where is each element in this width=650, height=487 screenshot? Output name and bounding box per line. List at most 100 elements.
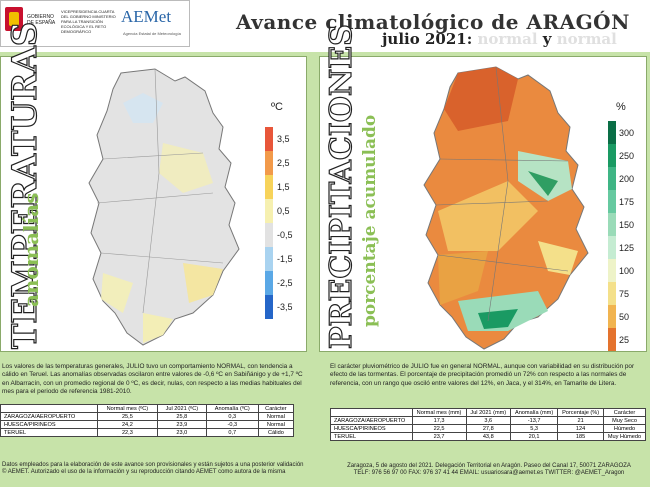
subtitle-temp-character: normal — [477, 30, 538, 48]
precipitation-table-cell: 23,7 — [411, 432, 467, 441]
temperature-legend-swatch — [265, 175, 273, 199]
precipitation-table-cell: -13,7 — [510, 416, 559, 425]
subtitle-month: julio 2021: — [382, 30, 478, 48]
footer-left: Datos empleados para la elaboración de e… — [2, 462, 314, 476]
aemet-logo: AEMet — [121, 7, 172, 26]
footer-disclaimer: Datos empleados para la elaboración de e… — [2, 462, 304, 468]
footer-right: Zaragoza, 5 de agosto del 2021. Delegaci… — [330, 463, 648, 477]
precipitation-legend-swatch — [608, 259, 616, 282]
temperature-anomaly-map — [88, 68, 240, 346]
precipitation-legend-label: 125 — [619, 242, 635, 253]
title-prefix: Avance climatológico de — [236, 10, 527, 34]
precipitation-table-cell: Muy Húmedo — [603, 432, 646, 441]
precipitation-legend-unit: % — [616, 101, 626, 113]
precipitation-table-row: HUESCA/PIRINEOS 22,5 27,8 5,3 124 Húmedo — [330, 424, 646, 433]
precipitation-table-row: ZARAGOZA/AEROPUERTO 17,3 3,6 -13,7 21 Muy Sec… — [330, 416, 646, 425]
footer-address: Zaragoza, 5 de agosto del 2021. Delegaci… — [347, 463, 631, 469]
precipitation-table-cell: 17,3 — [411, 416, 467, 425]
precipitation-table-cell: 185 — [557, 432, 604, 441]
precipitation-table-cell: Húmedo — [603, 424, 646, 433]
temperature-table-cell: 23,0 — [156, 428, 207, 437]
temperature-legend-swatch — [265, 199, 273, 223]
precipitation-legend-label: 150 — [619, 219, 635, 230]
spain-shield-icon — [5, 7, 23, 31]
precipitation-table-header-cell — [330, 408, 413, 417]
precipitation-table-cell: 5,3 — [510, 424, 559, 433]
precipitation-table-cell: 43,8 — [465, 432, 512, 441]
precipitation-table-row: TERUEL 23,7 43,8 20,1 185 Muy Húmedo — [330, 432, 646, 441]
page-subtitle: julio 2021: normal y normal — [382, 30, 617, 48]
precipitation-legend-label: 100 — [619, 265, 635, 276]
temperature-legend-swatch — [265, 223, 273, 247]
temperature-table-cell: 25,5 — [96, 412, 158, 421]
precipitation-table-cell: 124 — [557, 424, 604, 433]
temperature-table-cell: Normal — [257, 412, 295, 421]
precipitation-percentage-map — [423, 66, 589, 350]
precipitation-legend-label: 300 — [619, 127, 635, 138]
logo-bar: GOBIERNO DE ESPAÑA VICEPRESIDENCIA CUART… — [0, 0, 190, 47]
temperature-table: Normal mes (ºC) Jul 2021 (ºC) Anomalía (ºC… — [0, 404, 295, 437]
government-label: GOBIERNO DE ESPAÑA — [27, 14, 56, 26]
precipitation-table-header-cell: Carácter — [603, 408, 646, 417]
temperature-legend-label: 3,5 — [277, 134, 290, 144]
temperature-table-cell: 23,9 — [156, 420, 207, 429]
temperature-legend-label: 0,5 — [277, 206, 290, 216]
temperature-table-cell: 24,2 — [96, 420, 158, 429]
temperature-table-row: HUESCA/PIRINEOS 24,2 23,9 -0,3 Normal — [0, 420, 295, 429]
temperature-table-row: TERUEL 22,3 23,0 0,7 Cálido — [0, 428, 295, 437]
temperature-table-cell: 0,3 — [205, 412, 259, 421]
temperature-table-cell: TERUEL — [0, 428, 98, 437]
precipitation-legend-swatch — [608, 236, 616, 259]
precipitation-legend-swatch — [608, 121, 616, 144]
precipitation-legend-swatch — [608, 167, 616, 190]
temperature-table-cell: 22,3 — [96, 428, 158, 437]
precipitation-legend-swatch — [608, 282, 616, 305]
precipitation-legend-label: 25 — [619, 334, 630, 345]
title-region: ARAGÓN — [526, 10, 630, 34]
precipitation-table-header-cell: Anomalía (mm) — [510, 408, 559, 417]
temperature-legend-label: 1,5 — [277, 182, 290, 192]
temperature-legend-swatch — [265, 247, 273, 271]
precipitation-panel: PRECIPITACIONES porcentaje acumulado % 3… — [319, 24, 647, 352]
temperature-table-cell: ZARAGOZA/AEROPUERTO — [0, 412, 98, 421]
precipitation-legend-swatch — [608, 144, 616, 167]
header: GOBIERNO DE ESPAÑA VICEPRESIDENCIA CUART… — [0, 0, 650, 52]
precipitation-legend-swatch — [608, 190, 616, 213]
precipitation-legend-label: 250 — [619, 150, 635, 161]
temperature-summary-text: Los valores de las temperaturas generale… — [2, 363, 303, 396]
precipitation-vertical-subtitle: porcentaje acumulado — [360, 114, 380, 327]
temperature-table-header-cell: Normal mes (ºC) — [96, 404, 158, 413]
subtitle-precip-character: normal — [556, 30, 617, 48]
precipitation-vertical-title: PRECIPITACIONES — [323, 24, 359, 350]
footer-contact: TELF: 976 56 97 00 FAX: 976 37 41 44 EMA… — [353, 470, 625, 476]
temperature-legend-swatch — [265, 151, 273, 175]
temperature-table-header-cell — [0, 404, 98, 413]
temperature-legend-swatch — [265, 127, 273, 151]
precipitation-table-cell: HUESCA/PIRINEOS — [330, 424, 413, 433]
precipitation-legend-swatch — [608, 328, 616, 351]
temperature-legend-label: -2,5 — [277, 278, 293, 288]
temperature-vertical-subtitle: anomalías — [19, 192, 43, 307]
precipitation-table-cell: 3,6 — [465, 416, 512, 425]
temperature-panel: TEMPERATURAS anomalías ºC 3,5 2,5 1,5 0,5 -0… — [0, 21, 307, 352]
temperature-table-row: ZARAGOZA/AEROPUERTO 25,5 25,8 0,3 Normal — [0, 412, 295, 421]
precipitation-legend-swatch — [608, 305, 616, 328]
precipitation-table-cell: 27,8 — [465, 424, 512, 433]
temperature-legend-swatch — [265, 271, 273, 295]
temperature-table-header-cell: Carácter — [257, 404, 295, 413]
precipitation-legend-label: 200 — [619, 173, 635, 184]
temperature-table-cell: 25,8 — [156, 412, 207, 421]
precipitation-summary-text: El carácter pluviométrico de JULIO fue e… — [330, 363, 635, 387]
temperature-legend-unit: ºC — [271, 101, 283, 113]
precipitation-table-cell: Muy Seco — [603, 416, 646, 425]
footer-copyright: © AEMET. Autorizado el uso de la informa… — [2, 469, 286, 475]
precipitation-table: Normal mes (mm) Jul 2021 (mm) Anomalía (mm… — [330, 408, 646, 441]
temperature-table-cell: Normal — [257, 420, 295, 429]
temperature-table-header: Normal mes (ºC) Jul 2021 (ºC) Anomalía (ºC… — [0, 404, 295, 413]
precipitation-table-header-cell: Porcentaje (%) — [557, 408, 604, 417]
precipitation-table-cell: ZARAGOZA/AEROPUERTO — [330, 416, 413, 425]
temperature-legend-label: -0,5 — [277, 230, 293, 240]
temperature-legend-label: -3,5 — [277, 302, 293, 312]
precipitation-legend-swatch — [608, 213, 616, 236]
temperature-table-header-cell: Anomalía (ºC) — [205, 404, 259, 413]
